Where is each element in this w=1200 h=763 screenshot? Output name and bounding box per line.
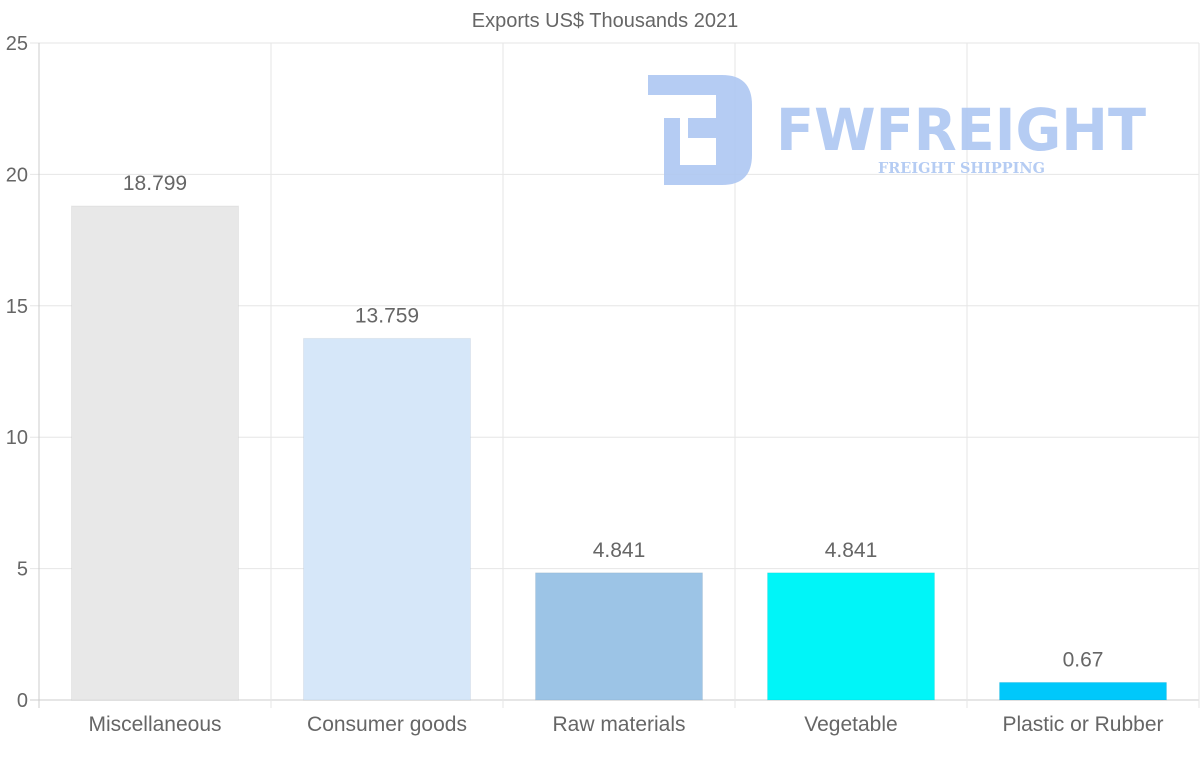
watermark-logo-icon [648,75,752,185]
x-tick-label: Raw materials [552,713,685,736]
y-tick-label: 20 [6,164,28,186]
bar-series [70,205,1168,701]
watermark-tagline: FREIGHT SHIPPING [878,159,1045,177]
watermark-brand: FWFREIGHT [776,96,1146,164]
x-axis-ticks: Miscellaneous Consumer goods Raw materials… [88,713,1163,736]
bar-value-label: 0.67 [1063,648,1104,671]
bar [766,572,936,701]
y-tick-label: 15 [6,296,28,318]
bar [534,572,704,701]
bar [998,681,1168,701]
watermark-logo: FWFREIGHT FREIGHT SHIPPING [648,75,1146,185]
y-tick-label: 0 [17,690,28,712]
y-tick-label: 5 [17,559,28,581]
chart-title: Exports US$ Thousands 2021 [472,10,738,32]
x-tick-label: Vegetable [804,713,897,736]
y-tick-label: 25 [6,33,28,55]
bar-value-label: 13.759 [355,304,419,327]
watermark-logo-icon-bar [664,118,680,165]
y-axis-ticks: 0 5 10 15 20 25 [6,33,28,712]
data-labels: 18.799 13.759 4.841 4.841 0.67 [123,172,1104,671]
bar [70,205,240,701]
bar [302,337,472,701]
y-tick-label: 10 [6,427,28,449]
x-tick-label: Plastic or Rubber [1002,713,1163,736]
bar-value-label: 4.841 [825,539,878,562]
x-tick-label: Consumer goods [307,713,467,736]
x-tick-label: Miscellaneous [88,713,221,736]
bar-value-label: 18.799 [123,172,187,195]
bar-value-label: 4.841 [593,539,646,562]
